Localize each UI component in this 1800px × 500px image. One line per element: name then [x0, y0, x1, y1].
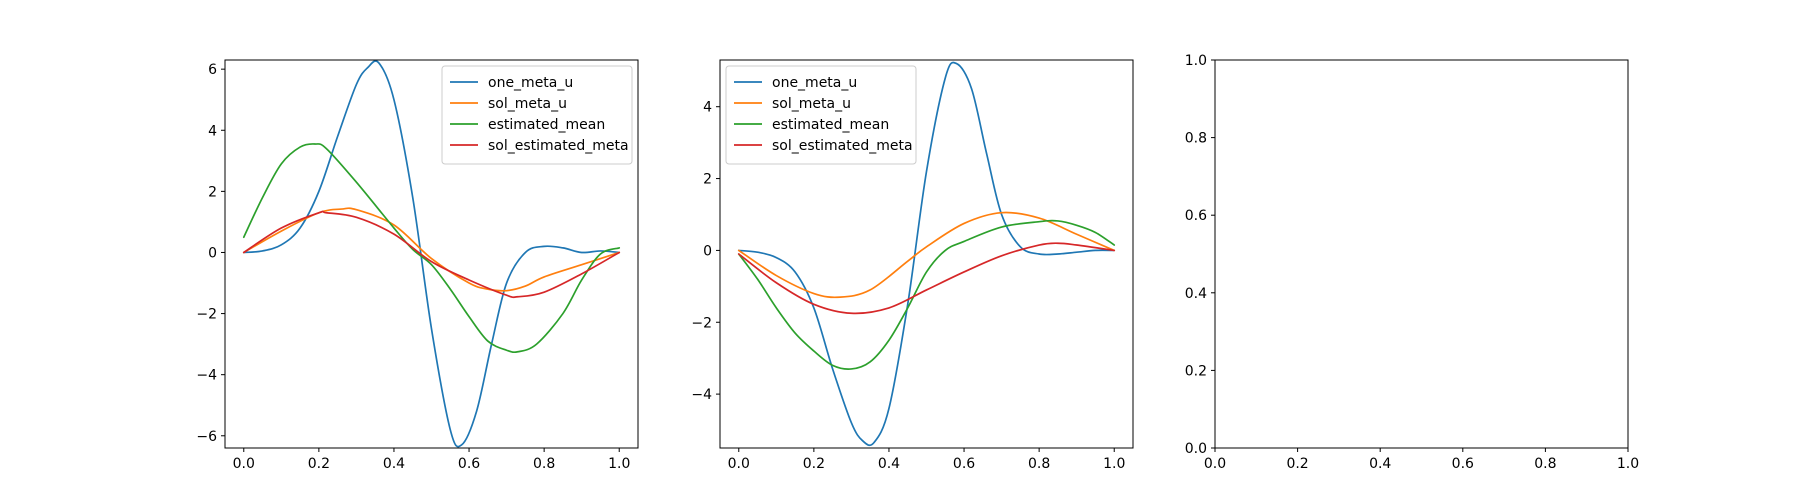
y-tick-label: 0.2: [1185, 363, 1207, 379]
y-tick-label: 2: [208, 184, 217, 200]
x-tick-label: 0.0: [728, 456, 750, 472]
y-tick-label: −6: [196, 429, 217, 445]
legend: one_meta_u sol_meta_u estimated_mean sol_es…: [725, 65, 917, 165]
axes-frame: [1214, 59, 1629, 449]
x-tick-label: 0.8: [1028, 456, 1050, 472]
x-tick-label: 0.2: [308, 456, 330, 472]
x-tick-label: 0.4: [383, 456, 405, 472]
x-tick-label: 0.8: [533, 456, 555, 472]
y-tick-label: 6: [208, 62, 217, 78]
series-group: [242, 60, 621, 448]
legend: one_meta_u sol_meta_u estimated_mean sol_es…: [441, 65, 633, 165]
x-tick-label: 0.6: [953, 456, 975, 472]
y-tick-label: 0.0: [1185, 441, 1207, 457]
legend-label: sol_estimated_meta: [772, 138, 913, 154]
subplot-2: 0.0 0.2 0.4 0.6 0.8 1.0 −4 −2 0 2 4 one_meta_u sol_m…: [691, 59, 1134, 472]
legend-label: sol_estimated_meta: [488, 138, 629, 154]
series-line-estimated_mean: [242, 143, 621, 354]
y-tick-label: −2: [691, 315, 712, 331]
y-tick-label: −4: [691, 387, 712, 403]
x-tick-label: 0.6: [458, 456, 480, 472]
x-tick-label: 1.0: [608, 456, 630, 472]
x-tick-label: 0.4: [1369, 456, 1391, 472]
y-tick-label: 4: [208, 123, 217, 139]
legend-box: [725, 65, 917, 165]
y-tick-label: 0.8: [1185, 131, 1207, 147]
legend-label: sol_meta_u: [488, 96, 567, 112]
y-tick-label: 0: [703, 243, 712, 259]
y-tick-label: 1.0: [1185, 53, 1207, 69]
subplot-3: 0.0 0.2 0.4 0.6 0.8 1.0 0.0 0.2 0.4 0.6 0.8 1.0: [1185, 53, 1639, 472]
y-tick-label: 4: [703, 100, 712, 116]
y-tick-label: 0: [208, 245, 217, 261]
series-line-sol_estimated_meta: [242, 210, 621, 299]
x-tick-label: 0.6: [1452, 456, 1474, 472]
x-tick-label: 0.0: [233, 456, 255, 472]
legend-label: estimated_mean: [772, 117, 889, 133]
legend-label: one_meta_u: [488, 75, 573, 91]
legend-label: sol_meta_u: [772, 96, 851, 112]
x-tick-label: 1.0: [1103, 456, 1125, 472]
axes-frame: [224, 59, 639, 449]
subplot-1: 0.0 0.2 0.4 0.6 0.8 1.0 −6 −4 −2 0 2 4 6 one_meta_uso…: [196, 59, 639, 472]
x-tick-label: 0.2: [803, 456, 825, 472]
series-line-estimated_mean: [737, 219, 1116, 370]
series-line-one_meta_u: [242, 60, 621, 448]
axes-frame: [719, 59, 1134, 449]
x-tick-label: 1.0: [1617, 456, 1639, 472]
x-tick-label: 0.4: [878, 456, 900, 472]
series-line-sol_meta_u: [242, 207, 621, 292]
x-tick-label: 0.0: [1204, 456, 1226, 472]
x-tick-label: 0.2: [1286, 456, 1308, 472]
legend-label: one_meta_u: [772, 75, 857, 91]
legend-box: [441, 65, 633, 165]
series-group: [737, 61, 1116, 447]
x-tick-label: 0.8: [1534, 456, 1556, 472]
y-tick-label: 0.4: [1185, 286, 1207, 302]
legend-label: estimated_mean: [488, 117, 605, 133]
series-line-sol_meta_u: [737, 211, 1116, 299]
y-tick-label: 2: [703, 172, 712, 188]
y-tick-label: 0.6: [1185, 208, 1207, 224]
series-line-sol_estimated_meta: [737, 242, 1116, 315]
y-tick-label: −2: [196, 307, 217, 323]
y-tick-label: −4: [196, 368, 217, 384]
